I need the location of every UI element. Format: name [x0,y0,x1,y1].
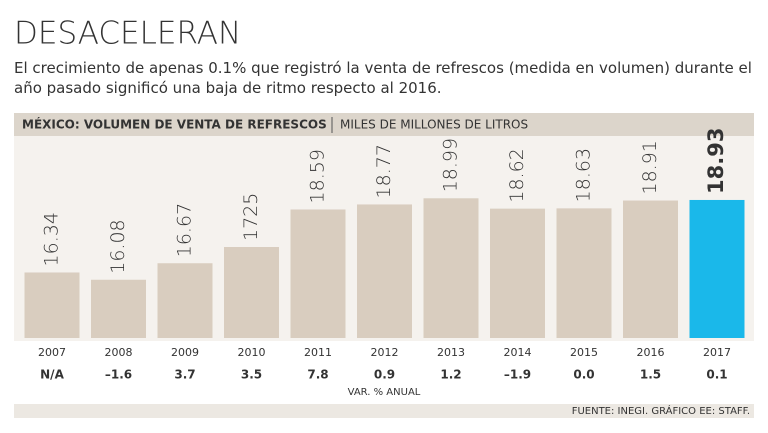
bar [157,263,213,338]
x-tick-label: 2017 [703,346,731,359]
bar [623,200,678,338]
bar [91,279,146,338]
variation-value: 1.5 [640,368,661,382]
bar [357,204,412,338]
source: FUENTE: INEGI. GRÁFICO EE: STAFF. [572,404,750,417]
bar [423,198,479,338]
value-label: 16.67 [174,203,196,257]
variation-value: 0.0 [573,368,594,382]
value-label: 1725 [240,193,262,241]
variation-label: VAR. % ANUAL [348,387,421,398]
variation-value: 0.9 [374,368,395,382]
x-tick-label: 2007 [38,346,66,359]
variation-value: 7.8 [307,368,328,382]
value-label: 18.99 [440,138,462,192]
value-label: 16.08 [107,219,129,273]
variation-value: 1.2 [440,368,461,382]
value-label: 18.62 [506,148,528,202]
bar [24,272,80,338]
bar [224,247,279,338]
variation-value: 3.7 [174,368,195,382]
chart-title: DESACELERAN [14,16,241,52]
variation-value: 3.5 [241,368,262,382]
x-tick-label: 2010 [238,346,266,359]
value-label: 18.59 [307,149,329,203]
value-label: 18.77 [373,144,395,198]
footer-band [14,404,754,418]
variation-value: –1.6 [105,368,132,382]
header: MÉXICO: VOLUMEN DE VENTA DE REFRESCOS [22,117,327,132]
x-tick-label: 2016 [637,346,665,359]
x-tick-label: 2013 [437,346,465,359]
chart-subtitle: El crecimiento de apenas 0.1% que regist… [14,59,752,97]
header-band [14,113,754,136]
value-label: 16.34 [41,212,63,266]
value-label: 18.63 [573,148,595,202]
bar [556,208,612,338]
x-tick-label: 2009 [171,346,199,359]
value-label: 18.93 [704,128,728,194]
bar [290,209,346,338]
variation-value: 0.1 [706,368,727,382]
x-tick-label: 2014 [504,346,532,359]
x-tick-label: 2008 [105,346,133,359]
bar [689,199,745,338]
x-tick-label: 2011 [304,346,332,359]
subtitle-box: El crecimiento de apenas 0.1% que regist… [14,59,752,97]
value-label: 18.91 [639,140,661,194]
variation-value: N/A [40,368,64,382]
bar [490,208,545,338]
unit: MILES DE MILLONES DE LITROS [340,118,528,132]
x-tick-label: 2012 [371,346,399,359]
variation-value: –1.9 [504,368,531,382]
x-tick-label: 2015 [570,346,598,359]
